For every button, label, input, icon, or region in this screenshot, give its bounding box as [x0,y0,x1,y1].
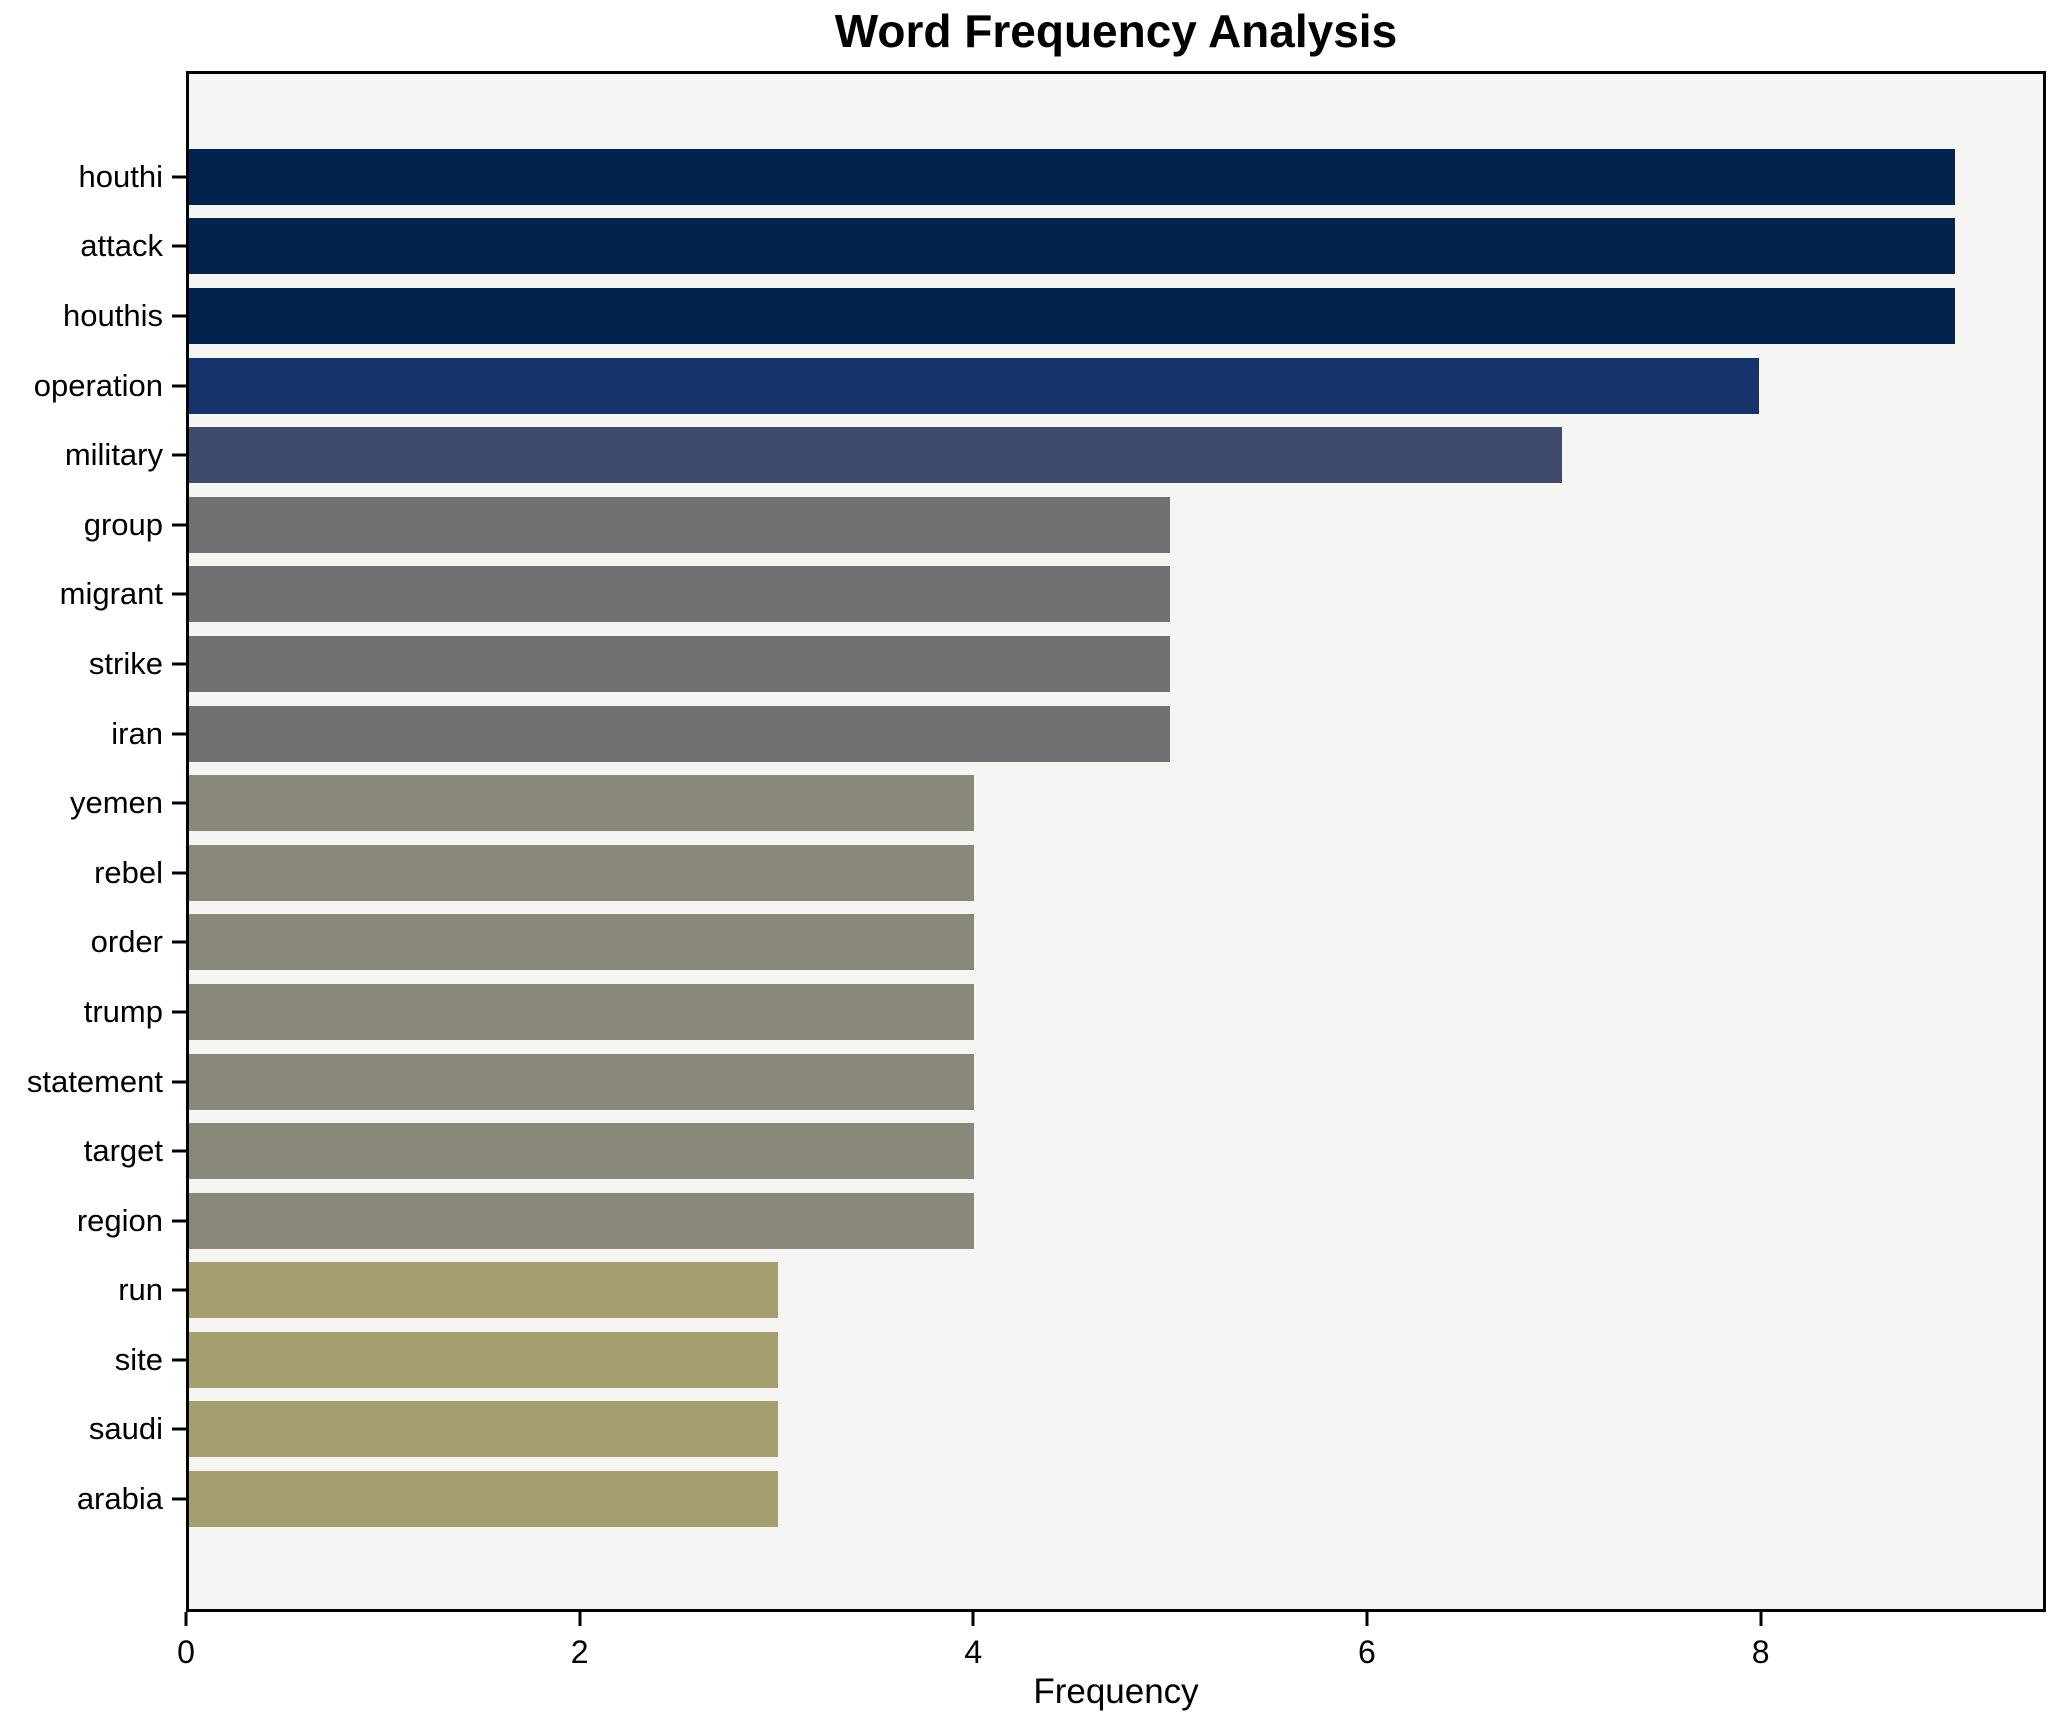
bars-container: houthi attack houthis operation military grou… [27,74,2043,1609]
y-tick-mark [172,384,186,388]
bar-row: trump [84,977,2043,1047]
bar-row: order [91,908,2043,978]
y-tick-label: migrant [59,576,163,612]
y-tick-mark [172,1149,186,1153]
y-tick-label: site [114,1341,163,1377]
y-tick-mark [172,732,186,736]
bar-row: strike [89,629,2043,699]
y-tick-label: order [90,924,163,960]
bar-row: migrant [60,560,2043,630]
bar [189,1123,974,1180]
bar-row: attack [80,212,2043,282]
bar-row: houthi [79,142,2043,212]
x-tick-mark [1759,1612,1763,1626]
y-tick-label: houthi [78,158,163,194]
bar [189,1192,974,1249]
bar [189,635,1170,692]
bar-row: operation [34,351,2043,421]
bar [189,566,1170,623]
bar-row: statement [27,1047,2043,1117]
bar-row: group [84,490,2043,560]
bar [189,496,1170,553]
y-tick-label: rebel [94,854,163,890]
bar-row: iran [111,699,2043,769]
y-tick-mark [172,662,186,666]
y-tick-mark [172,1219,186,1223]
x-tick-mark [578,1612,582,1626]
y-tick-mark [172,871,186,875]
y-tick-label: run [118,1272,163,1308]
y-tick-mark [172,940,186,944]
y-tick-label: group [83,506,163,542]
y-tick-label: yemen [69,785,163,821]
bar [189,148,1955,205]
y-tick-mark [172,1010,186,1014]
x-axis-label: Frequency [1033,1672,1199,1711]
y-tick-label: statement [26,1063,163,1099]
bar-row: rebel [94,838,2043,908]
y-tick-label: operation [33,367,163,403]
y-tick-mark [172,801,186,805]
bar [189,914,974,971]
x-tick-mark [971,1612,975,1626]
x-tick-mark [184,1612,188,1626]
y-tick-label: iran [111,715,163,751]
bar [189,1262,778,1319]
bar-row: saudi [89,1395,2043,1465]
x-tick-label: 0 [177,1634,195,1670]
bar-row: site [115,1325,2043,1395]
bar [189,983,974,1040]
bar [189,844,974,901]
y-tick-mark [172,314,186,318]
bar [189,218,1955,275]
chart-title: Word Frequency Analysis [834,5,1398,57]
bar-row: run [118,1256,2043,1326]
plot-area: houthi attack houthis operation military grou… [27,71,2046,1612]
y-tick-label: saudi [88,1411,163,1447]
bar-row: military [65,420,2043,490]
x-tick-label: 4 [964,1634,983,1670]
bar [189,1331,778,1388]
bar [189,427,1563,484]
y-tick-mark [172,1358,186,1362]
y-tick-mark [172,1427,186,1431]
y-tick-mark [172,592,186,596]
y-tick-label: attack [80,228,163,264]
x-tick-mark [1365,1612,1369,1626]
bar-row: arabia [77,1464,2043,1534]
bar [189,705,1170,762]
x-tick-label: 8 [1751,1634,1770,1670]
y-tick-label: target [83,1133,163,1169]
bar-row: yemen [70,768,2043,838]
bar-row: region [77,1186,2043,1256]
y-tick-mark [172,453,186,457]
y-tick-mark [172,175,186,179]
bar [189,1471,778,1528]
bar [189,1401,778,1458]
y-tick-label: houthis [63,297,163,333]
y-tick-mark [172,1288,186,1292]
bar [189,775,974,832]
bar [189,1053,974,1110]
y-tick-label: trump [83,993,163,1029]
y-tick-mark [172,244,186,248]
y-tick-mark [172,1497,186,1501]
x-tick-label: 2 [570,1634,589,1670]
y-tick-mark [172,1080,186,1084]
bar-row: target [84,1116,2043,1186]
y-tick-label: military [64,437,163,473]
bar [189,357,1759,414]
bar [189,287,1955,344]
bar-row: houthis [63,281,2043,351]
y-tick-label: strike [88,645,163,681]
y-tick-label: region [76,1202,163,1238]
y-tick-mark [172,523,186,527]
y-tick-label: arabia [76,1481,163,1517]
x-tick-label: 6 [1358,1634,1376,1670]
